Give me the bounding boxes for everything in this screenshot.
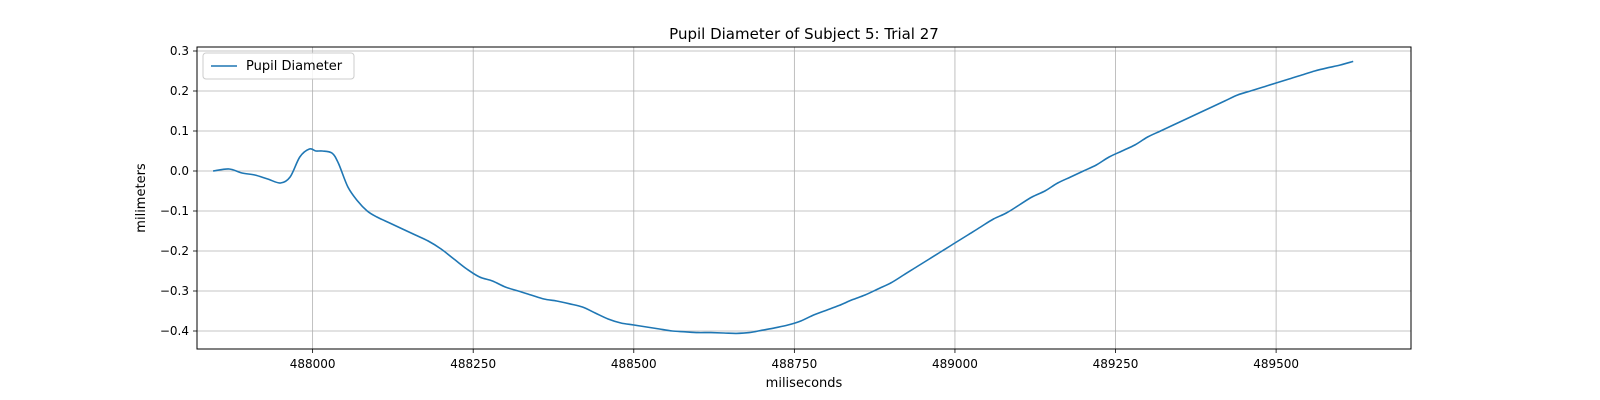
x-tick-label: 488500 [611,357,657,371]
legend-box [202,52,355,80]
x-axis-ticks: 488000 488250 488500 488750 489000 489250 4895… [290,349,1299,371]
y-axis-label: milimeters [134,163,149,233]
grid-lines [197,47,1411,349]
x-tick-label: 489500 [1253,357,1299,371]
legend: Pupil Diameter [202,52,355,80]
y-tick-label: 0.1 [170,124,189,138]
y-tick-label: −0.3 [160,284,189,298]
x-axis-label: miliseconds [766,376,843,391]
y-tick-label: 0.3 [170,44,189,58]
x-tick-label: 488000 [290,357,336,371]
y-tick-label: −0.2 [160,244,189,258]
x-tick-label: 489000 [932,357,978,371]
y-tick-label: −0.1 [160,204,189,218]
x-tick-label: 489250 [1093,357,1139,371]
x-tick-label: 488250 [450,357,496,371]
y-tick-label: −0.4 [160,324,189,338]
series-line-pupil-diameter [212,60,1354,335]
y-tick-label: 0.0 [170,164,189,178]
legend-label-pupil-diameter: Pupil Diameter [246,59,343,74]
x-tick-label: 488750 [771,357,817,371]
plot-frame [196,46,1412,350]
y-tick-label: 0.2 [170,84,189,98]
y-axis-ticks: −0.4 −0.3 −0.2 −0.1 0.0 0.1 0.2 0.3 [160,44,197,338]
chart-title: Pupil Diameter of Subject 5: Trial 27 [669,25,939,43]
